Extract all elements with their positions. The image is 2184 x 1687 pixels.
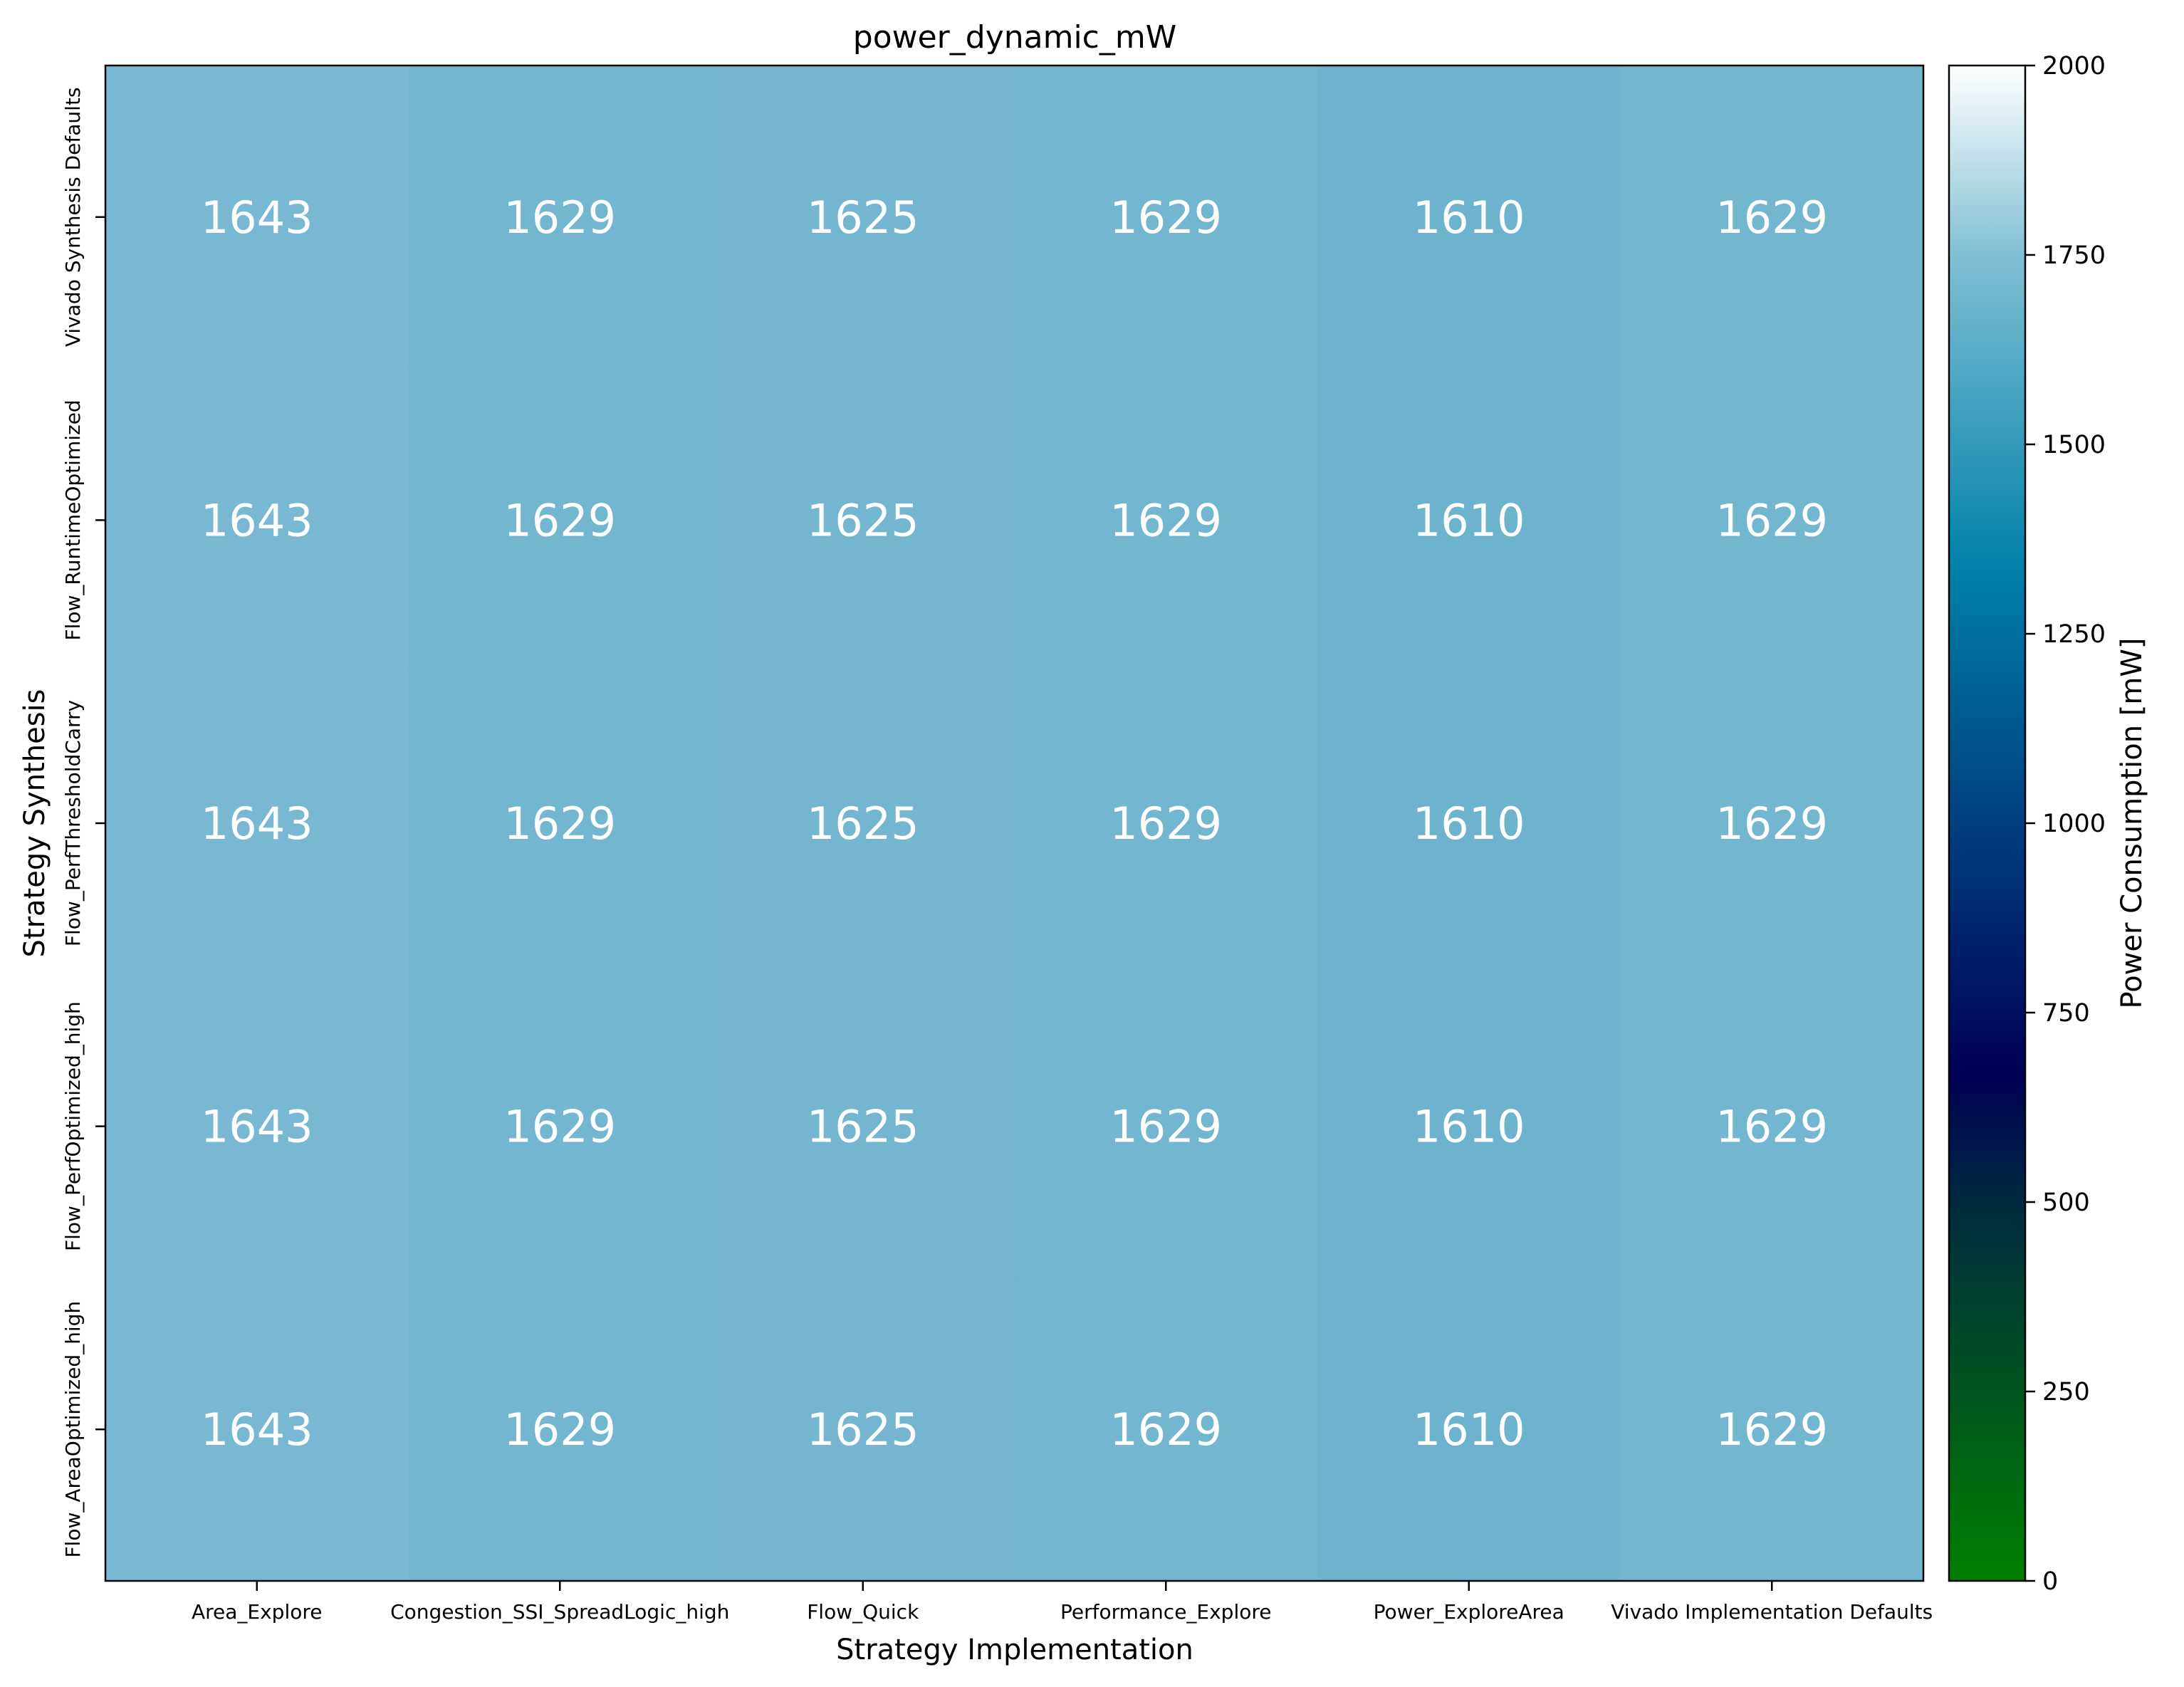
heatmap-cell xyxy=(408,368,712,672)
cell-value-label: 1629 xyxy=(1715,798,1828,850)
colorbar xyxy=(1948,64,2027,1582)
cell-value-label: 1610 xyxy=(1413,494,1525,546)
colorbar-tick-label: 1750 xyxy=(2042,241,2106,270)
cell-value-label: 1629 xyxy=(1715,1101,1828,1153)
cell-value-label: 1625 xyxy=(807,1404,919,1456)
x-tick-label: Flow_Quick xyxy=(807,1600,919,1624)
heatmap-cell xyxy=(105,974,409,1278)
colorbar-tick-label: 500 xyxy=(2042,1189,2090,1217)
x-tick-label: Performance_Explore xyxy=(1060,1600,1272,1624)
y-tick-label: Flow_RuntimeOptimized xyxy=(61,399,85,640)
cell-value-label: 1643 xyxy=(201,192,313,244)
cell-value-label: 1643 xyxy=(201,1404,313,1456)
x-axis-ticks: Area_Explore Congestion_SSI_SpreadLogic_h… xyxy=(192,1581,1933,1624)
heatmap-cell xyxy=(1317,1278,1621,1582)
colorbar-tick-label: 1250 xyxy=(2042,620,2106,649)
cell-value-label: 1629 xyxy=(503,192,616,244)
heatmap-cell xyxy=(1620,66,1924,370)
heatmap-cell xyxy=(105,672,409,976)
cell-value-label: 1643 xyxy=(201,1101,313,1153)
x-tick-label: Power_ExploreArea xyxy=(1374,1600,1564,1624)
cell-value-label: 1629 xyxy=(503,1101,616,1153)
heatmap-cell xyxy=(1014,974,1318,1278)
colorbar-ticks: 0 250 500 750 1000 1250 1500 1750 2000 xyxy=(2025,52,2106,1596)
cell-value-label: 1625 xyxy=(807,798,919,850)
heatmap-cell xyxy=(711,672,1015,976)
y-tick-label: Flow_PerfOptimized_high xyxy=(61,1001,85,1251)
heatmap-cells xyxy=(105,66,1924,1582)
cell-value-label: 1629 xyxy=(503,494,616,546)
heatmap-cell xyxy=(711,1278,1015,1582)
heatmap-cell xyxy=(408,672,712,976)
cell-value-label: 1625 xyxy=(807,192,919,244)
colorbar-tick-label: 0 xyxy=(2042,1567,2058,1596)
cell-value-label: 1610 xyxy=(1413,798,1525,850)
cell-value-label: 1629 xyxy=(503,798,616,850)
x-axis-label: Strategy Implementation xyxy=(836,1634,1193,1666)
colorbar-tick-label: 2000 xyxy=(2042,52,2106,80)
chart-title: power_dynamic_mW xyxy=(853,19,1176,56)
heatmap-cell xyxy=(1620,974,1924,1278)
heatmap-cell xyxy=(1620,672,1924,976)
cell-value-label: 1629 xyxy=(1715,494,1828,546)
cell-value-label: 1643 xyxy=(201,798,313,850)
colorbar-tick-label: 1000 xyxy=(2042,810,2106,838)
x-tick-label: Vivado Implementation Defaults xyxy=(1611,1600,1933,1624)
y-tick-label: Vivado Synthesis Defaults xyxy=(61,87,85,347)
heatmap-cell xyxy=(1620,1278,1924,1582)
y-axis-ticks: Vivado Synthesis Defaults Flow_RuntimeOpt… xyxy=(61,87,105,1558)
cell-value-label: 1643 xyxy=(201,494,313,546)
cell-value-label: 1610 xyxy=(1413,192,1525,244)
heatmap-cell xyxy=(1014,66,1318,370)
heatmap-cell xyxy=(408,974,712,1278)
heatmap-cell xyxy=(1317,974,1621,1278)
cell-value-label: 1629 xyxy=(503,1404,616,1456)
cell-value-label: 1629 xyxy=(1109,1404,1222,1456)
heatmap-cell xyxy=(1014,1278,1318,1582)
heatmap-cell-labels: 1643 1629 1625 1629 1610 1629 1643 1629 1625 1629… xyxy=(201,192,1828,1456)
heatmap-cell xyxy=(408,1278,712,1582)
heatmap-cell xyxy=(105,368,409,672)
x-tick-label: Area_Explore xyxy=(192,1600,323,1624)
heatmap-cell xyxy=(711,368,1015,672)
cell-value-label: 1629 xyxy=(1109,494,1222,546)
cell-value-label: 1629 xyxy=(1715,1404,1828,1456)
y-tick-label: Flow_AreaOptimized_high xyxy=(61,1301,85,1558)
heatmap-cell xyxy=(1317,672,1621,976)
cell-value-label: 1610 xyxy=(1413,1404,1525,1456)
cell-value-label: 1625 xyxy=(807,494,919,546)
colorbar-tick-label: 750 xyxy=(2042,999,2090,1028)
heatmap-cell xyxy=(1014,672,1318,976)
heatmap-cell xyxy=(1317,368,1621,672)
heatmap-cell xyxy=(1014,368,1318,672)
cell-value-label: 1629 xyxy=(1109,1101,1222,1153)
colorbar-tick-label: 250 xyxy=(2042,1378,2090,1406)
colorbar-tick-label: 1500 xyxy=(2042,431,2106,459)
heatmap-cell xyxy=(1317,66,1621,370)
cell-value-label: 1625 xyxy=(807,1101,919,1153)
colorbar-label: Power Consumption [mW] xyxy=(2116,637,2148,1008)
y-axis-label: Strategy Synthesis xyxy=(19,689,51,958)
cell-value-label: 1629 xyxy=(1109,798,1222,850)
cell-value-label: 1629 xyxy=(1715,192,1828,244)
heatmap-cell xyxy=(711,66,1015,370)
x-tick-label: Congestion_SSI_SpreadLogic_high xyxy=(390,1600,729,1624)
heatmap-cell xyxy=(1620,368,1924,672)
heatmap-cell xyxy=(408,66,712,370)
heatmap-cell xyxy=(105,1278,409,1582)
cell-value-label: 1610 xyxy=(1413,1101,1525,1153)
heatmap-cell xyxy=(105,66,409,370)
cell-value-label: 1629 xyxy=(1109,192,1222,244)
y-tick-label: Flow_PerfThresholdCarry xyxy=(61,700,85,946)
heatmap-cell xyxy=(711,974,1015,1278)
